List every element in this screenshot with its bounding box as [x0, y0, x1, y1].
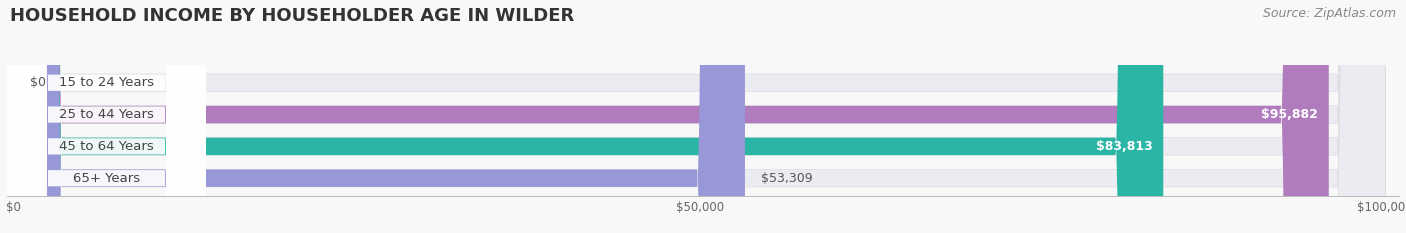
FancyBboxPatch shape	[7, 0, 205, 233]
FancyBboxPatch shape	[7, 0, 205, 233]
Text: 45 to 64 Years: 45 to 64 Years	[59, 140, 153, 153]
FancyBboxPatch shape	[14, 0, 1385, 233]
FancyBboxPatch shape	[7, 0, 205, 233]
FancyBboxPatch shape	[14, 0, 1329, 233]
FancyBboxPatch shape	[14, 0, 1163, 233]
Text: $83,813: $83,813	[1095, 140, 1153, 153]
FancyBboxPatch shape	[14, 0, 1385, 233]
Text: 15 to 24 Years: 15 to 24 Years	[59, 76, 153, 89]
Text: $53,309: $53,309	[762, 172, 813, 185]
Text: HOUSEHOLD INCOME BY HOUSEHOLDER AGE IN WILDER: HOUSEHOLD INCOME BY HOUSEHOLDER AGE IN W…	[10, 7, 574, 25]
Text: $0: $0	[31, 76, 46, 89]
FancyBboxPatch shape	[7, 0, 205, 233]
Text: 65+ Years: 65+ Years	[73, 172, 141, 185]
FancyBboxPatch shape	[14, 0, 1385, 233]
FancyBboxPatch shape	[14, 0, 1385, 233]
FancyBboxPatch shape	[14, 0, 745, 233]
Text: 25 to 44 Years: 25 to 44 Years	[59, 108, 153, 121]
Text: $95,882: $95,882	[1261, 108, 1317, 121]
Text: Source: ZipAtlas.com: Source: ZipAtlas.com	[1263, 7, 1396, 20]
